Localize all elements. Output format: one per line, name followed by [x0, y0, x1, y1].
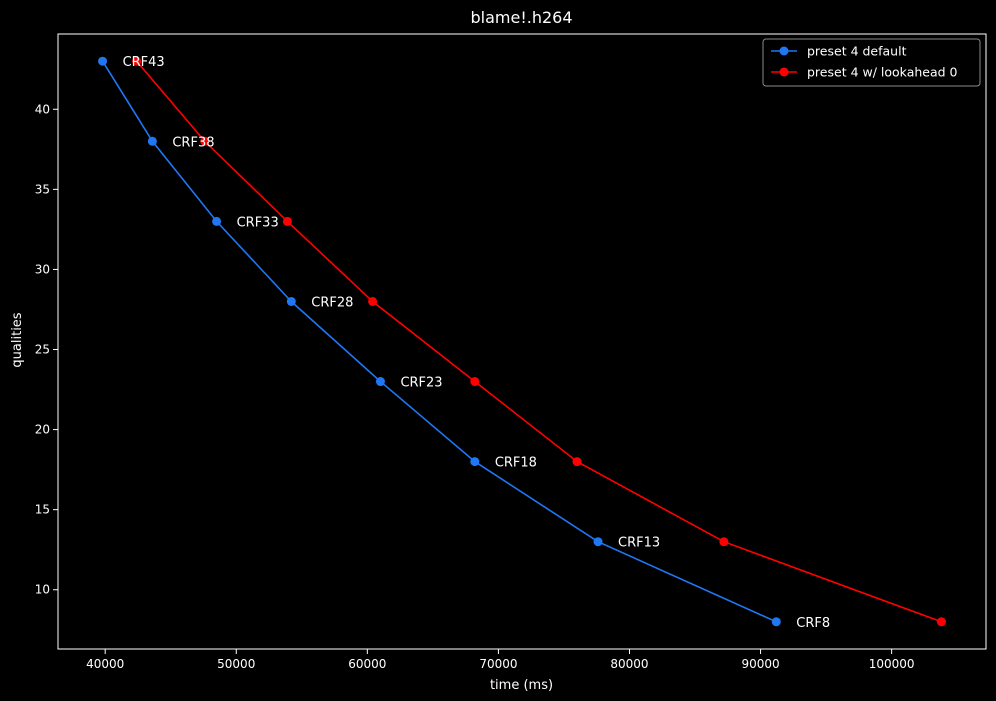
series-point-1: [212, 216, 222, 226]
x-tick-label: 70000: [479, 657, 517, 671]
legend: preset 4 default preset 4 w/ lookahead 0: [762, 38, 981, 87]
series-point-1: [593, 537, 603, 547]
series-point-1: [375, 377, 385, 387]
series-line-2: [135, 60, 942, 623]
x-axis-label: time (ms): [490, 678, 553, 693]
y-tick-label: 35: [35, 182, 50, 196]
y-tick-label: 15: [35, 503, 50, 517]
data-annotation: CRF13: [618, 536, 660, 551]
y-tick-label: 20: [35, 423, 50, 437]
legend-box: [762, 38, 981, 87]
y-tick-label: 10: [35, 583, 50, 597]
series-point-1: [286, 296, 296, 306]
axes-frame: [57, 33, 987, 650]
plot-area: 40000 50000 60000 70000 80000 90000 100000 10 15…: [35, 33, 987, 671]
data-annotation: CRF28: [311, 295, 353, 310]
series-point-1: [470, 457, 480, 467]
series-point-2: [470, 377, 480, 387]
series-point-1: [98, 56, 108, 66]
series-point-2: [368, 296, 378, 306]
y-tick-label: 25: [35, 343, 50, 357]
data-annotation: CRF8: [796, 616, 830, 631]
series-point-1: [147, 136, 157, 146]
legend-marker-1: [779, 46, 789, 56]
y-axis-label: qualities: [10, 312, 25, 367]
series-point-2: [200, 136, 210, 146]
data-annotation: CRF33: [237, 215, 279, 230]
series-point-2: [936, 617, 946, 627]
data-annotation: CRF18: [495, 456, 537, 471]
legend-marker-2: [779, 67, 789, 77]
series-line-1: [101, 60, 777, 623]
series-point-1: [771, 617, 781, 627]
data-annotation: CRF38: [172, 135, 214, 150]
series-point-2: [719, 537, 729, 547]
x-tick-label: 40000: [86, 657, 124, 671]
x-tick-label: 50000: [217, 657, 255, 671]
x-tick-label: 80000: [610, 657, 648, 671]
legend-label-2: preset 4 w/ lookahead 0: [807, 65, 958, 80]
series-point-2: [132, 56, 142, 66]
data-annotation: CRF43: [123, 55, 165, 70]
series-point-2: [572, 457, 582, 467]
x-tick-label: 100000: [869, 657, 915, 671]
legend-label-1: preset 4 default: [807, 44, 907, 59]
series-point-2: [282, 216, 292, 226]
x-tick-label: 60000: [348, 657, 386, 671]
y-tick-label: 30: [35, 262, 50, 276]
chart-title: blame!.h264: [470, 8, 572, 27]
x-tick-label: 90000: [741, 657, 779, 671]
y-tick-label: 40: [35, 102, 50, 116]
data-annotation: CRF23: [400, 376, 442, 391]
